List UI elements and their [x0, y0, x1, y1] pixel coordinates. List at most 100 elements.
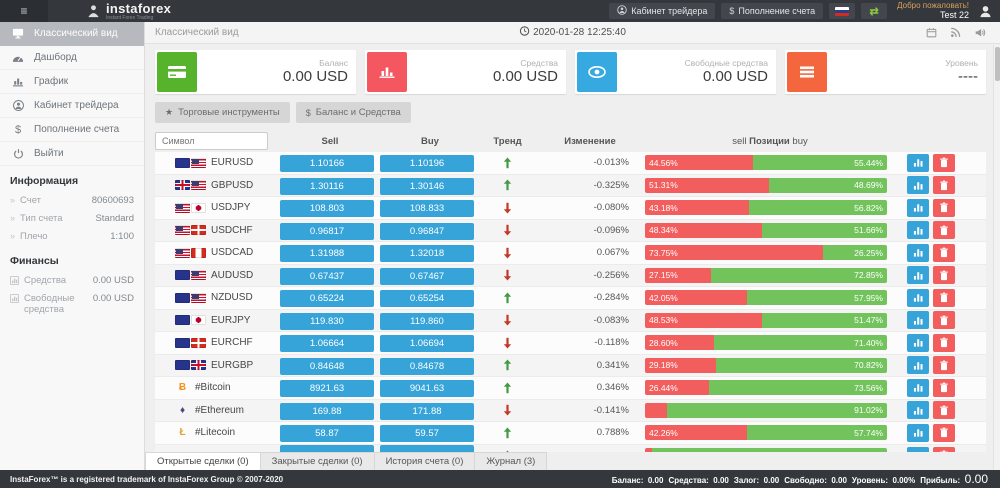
open-chart-button[interactable] [907, 379, 929, 397]
sell-button[interactable]: 1.31988 [280, 245, 374, 262]
remove-symbol-button[interactable] [933, 199, 955, 217]
symbol-cell[interactable]: EURCHF [155, 337, 280, 348]
sidebar-item-0[interactable]: Классический вид [0, 22, 144, 46]
buy-button[interactable]: 108.833 [380, 200, 474, 217]
trend-indicator [480, 269, 535, 281]
dashboard-icon [11, 53, 25, 63]
symbol-search-input[interactable] [155, 132, 268, 150]
open-chart-button[interactable] [907, 289, 929, 307]
deposit-button[interactable]: $ Пополнение счета [721, 3, 823, 19]
symbol-cell[interactable]: AUDUSD [155, 270, 280, 281]
remove-symbol-button[interactable] [933, 379, 955, 397]
remove-symbol-button[interactable] [933, 221, 955, 239]
symbol-cell[interactable]: Ƀ #Bitcoin [155, 382, 280, 393]
buy-button[interactable]: 1.10196 [380, 155, 474, 172]
buy-button[interactable]: 1.32018 [380, 245, 474, 262]
sell-button[interactable]: 0.84648 [280, 358, 374, 375]
remove-symbol-button[interactable] [933, 356, 955, 374]
flag-us-icon [191, 158, 206, 168]
sell-button[interactable]: 119.830 [280, 313, 374, 330]
sell-button[interactable]: 1.10166 [280, 155, 374, 172]
open-chart-button[interactable] [907, 356, 929, 374]
symbol-cell[interactable]: ♦ #Ethereum [155, 405, 280, 416]
sidebar-info-row: » Счет 80600693 [0, 192, 144, 210]
deposit-label: Пополнение счета [738, 6, 815, 16]
megaphone-icon[interactable] [974, 27, 986, 38]
deals-tab-2[interactable]: История счета (0) [375, 452, 476, 470]
account-swap-button[interactable]: ⇄ [861, 3, 887, 19]
symbol-cell[interactable]: USDCAD [155, 247, 280, 258]
buy-button[interactable] [380, 445, 474, 453]
buy-button[interactable]: 171.88 [380, 403, 474, 420]
remove-symbol-button[interactable] [933, 289, 955, 307]
hamburger-menu-icon[interactable]: ≡ [0, 0, 48, 22]
buy-button[interactable]: 119.860 [380, 313, 474, 330]
buy-button[interactable]: 1.30146 [380, 178, 474, 195]
sell-button[interactable]: 0.67437 [280, 268, 374, 285]
open-chart-button[interactable] [907, 221, 929, 239]
open-chart-button[interactable] [907, 154, 929, 172]
sidebar-item-4[interactable]: $ Пополнение счета [0, 118, 144, 142]
deals-tab-1[interactable]: Закрытые сделки (0) [261, 452, 375, 470]
buy-button[interactable]: 1.06694 [380, 335, 474, 352]
trader-cabinet-button[interactable]: Кабинет трейдера [609, 3, 715, 19]
scrollbar[interactable] [993, 45, 1000, 470]
sidebar-item-5[interactable]: Выйти [0, 142, 144, 166]
change-value: -0.256% [535, 270, 645, 281]
trading-instruments-button[interactable]: ★ Торговые инструменты [155, 102, 290, 123]
remove-symbol-button[interactable] [933, 401, 955, 419]
sell-button[interactable]: 58.87 [280, 425, 374, 442]
scrollbar-thumb[interactable] [995, 47, 1000, 81]
remove-symbol-button[interactable] [933, 334, 955, 352]
positions-sell-segment: 29.18% [645, 358, 716, 373]
remove-symbol-button[interactable] [933, 154, 955, 172]
deals-tab-0[interactable]: Открытые сделки (0) [145, 452, 261, 470]
buy-button[interactable]: 0.84678 [380, 358, 474, 375]
buy-button[interactable]: 0.65254 [380, 290, 474, 307]
remove-symbol-button[interactable] [933, 424, 955, 442]
symbol-cell[interactable]: EURUSD [155, 157, 280, 168]
remove-symbol-button[interactable] [933, 266, 955, 284]
sidebar-item-2[interactable]: График [0, 70, 144, 94]
sidebar-item-1[interactable]: Дашборд [0, 46, 144, 70]
open-chart-button[interactable] [907, 176, 929, 194]
avatar-icon[interactable] [979, 5, 992, 18]
symbol-cell[interactable]: USDCHF [155, 225, 280, 236]
symbol-cell[interactable]: EURGBP [155, 360, 280, 371]
buy-button[interactable]: 0.67467 [380, 268, 474, 285]
card-value: 0.00 USD [407, 68, 558, 86]
buy-button[interactable]: 0.96847 [380, 223, 474, 240]
sell-button[interactable]: 1.30116 [280, 178, 374, 195]
sell-button[interactable]: 8921.63 [280, 380, 374, 397]
open-chart-button[interactable] [907, 199, 929, 217]
sidebar-item-3[interactable]: Кабинет трейдера [0, 94, 144, 118]
open-chart-button[interactable] [907, 311, 929, 329]
balance-funds-button[interactable]: $ Баланс и Средства [296, 102, 411, 123]
open-chart-button[interactable] [907, 334, 929, 352]
remove-symbol-button[interactable] [933, 311, 955, 329]
symbol-cell[interactable]: EURJPY [155, 315, 280, 326]
open-chart-button[interactable] [907, 424, 929, 442]
sell-button[interactable] [280, 445, 374, 453]
open-chart-button[interactable] [907, 401, 929, 419]
symbol-cell[interactable]: USDJPY [155, 202, 280, 213]
sell-button[interactable]: 0.65224 [280, 290, 374, 307]
symbol-cell[interactable]: GBPUSD [155, 180, 280, 191]
deals-tab-3[interactable]: Журнал (3) [475, 452, 547, 470]
remove-symbol-button[interactable] [933, 244, 955, 262]
flag-eu-icon [175, 315, 190, 325]
buy-button[interactable]: 59.57 [380, 425, 474, 442]
buy-button[interactable]: 9041.63 [380, 380, 474, 397]
language-flag-button[interactable] [829, 3, 855, 19]
sell-button[interactable]: 169.88 [280, 403, 374, 420]
symbol-cell[interactable]: NZDUSD [155, 292, 280, 303]
remove-symbol-button[interactable] [933, 176, 955, 194]
open-chart-button[interactable] [907, 266, 929, 284]
open-chart-button[interactable] [907, 244, 929, 262]
sell-button[interactable]: 108.803 [280, 200, 374, 217]
rss-icon[interactable] [950, 27, 961, 38]
calendar-icon[interactable] [926, 27, 937, 38]
sell-button[interactable]: 1.06664 [280, 335, 374, 352]
sell-button[interactable]: 0.96817 [280, 223, 374, 240]
symbol-cell[interactable]: Ł #Litecoin [155, 427, 280, 438]
